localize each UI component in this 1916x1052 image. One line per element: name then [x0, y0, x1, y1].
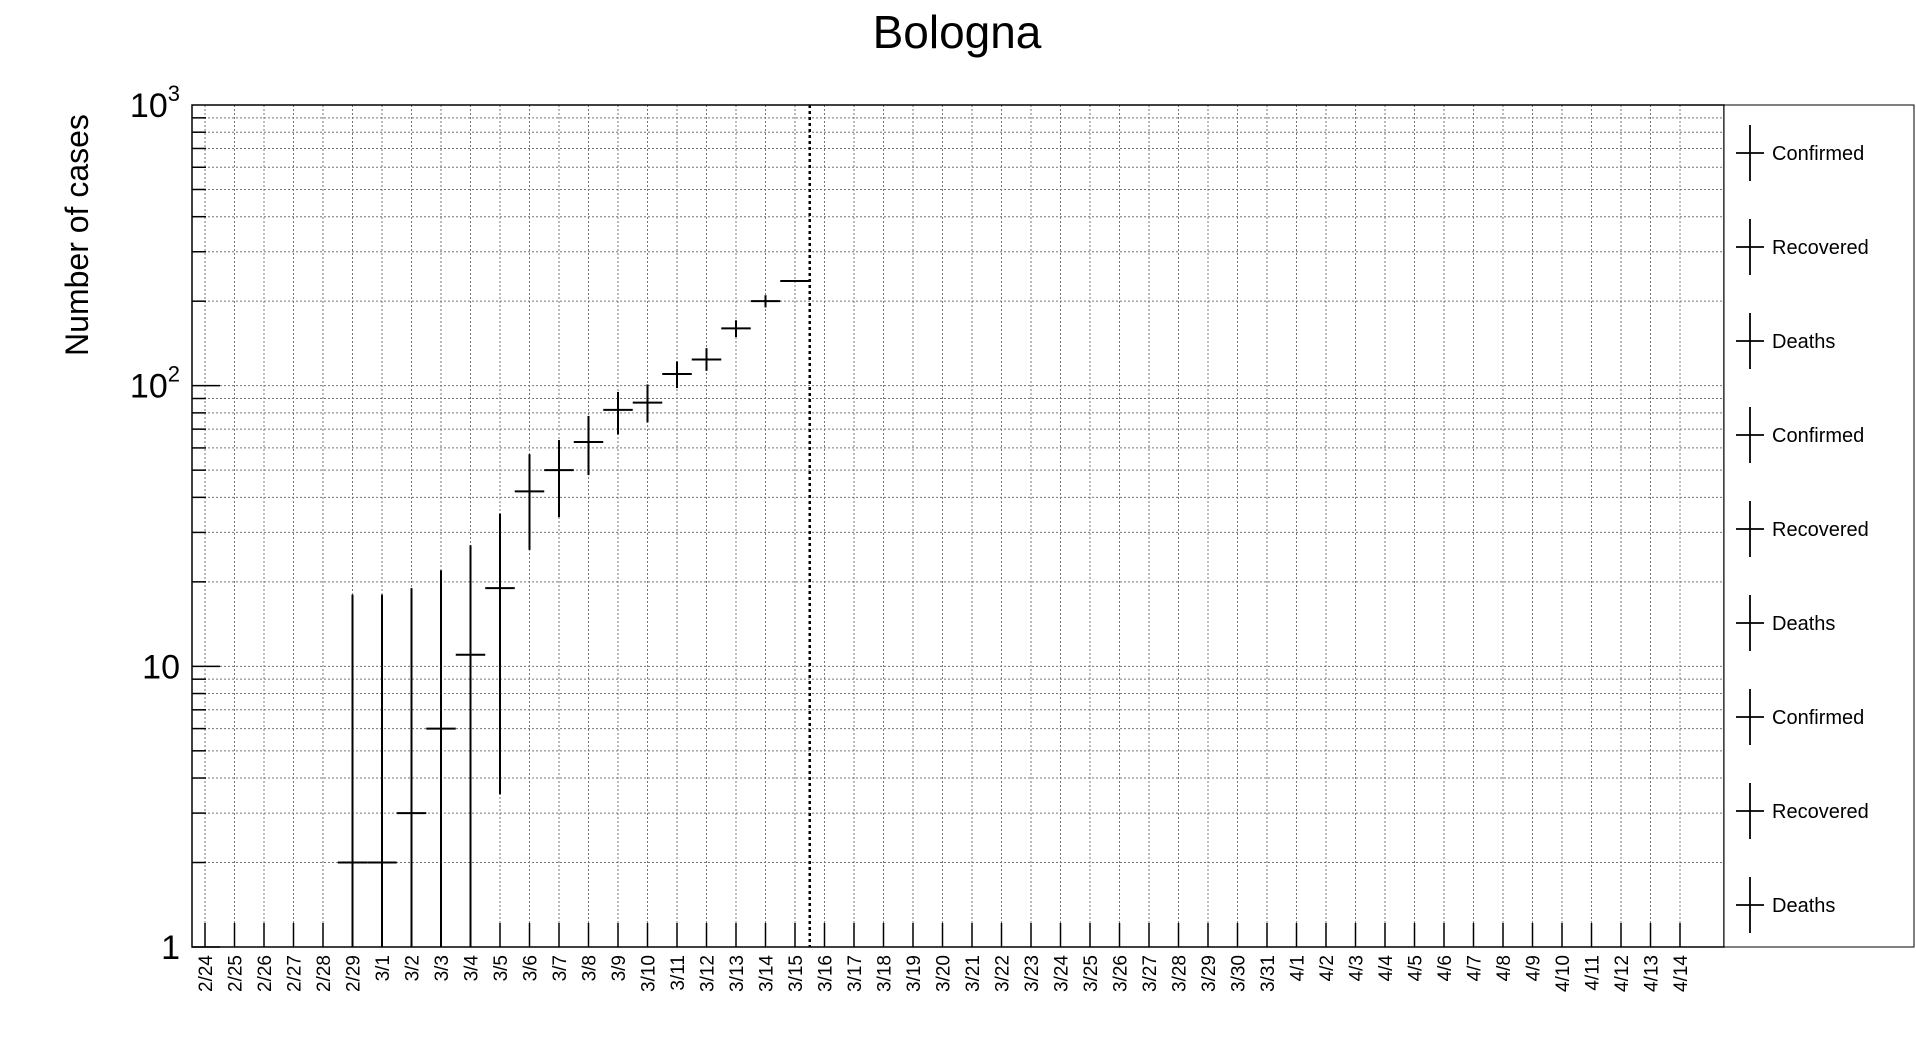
legend-label: Recovered [1772, 801, 1869, 823]
x-tick-label: 4/11 [1583, 955, 1604, 991]
x-tick-label: 3/12 [698, 955, 719, 992]
x-tick-label: 2/24 [196, 955, 217, 992]
grid [192, 104, 1724, 947]
x-tick-label: 3/17 [845, 955, 866, 992]
legend-label: Deaths [1772, 613, 1835, 635]
legend-label: Deaths [1772, 895, 1835, 917]
x-axis: 2/24 2/25 2/26 2/27 2/28 2/29 3/1 3/2 3/3 3/4 3/5 3… [196, 923, 1692, 992]
x-tick-label: 4/10 [1553, 955, 1574, 992]
x-tick-label: 4/7 [1465, 955, 1486, 981]
legend-label: Confirmed [1772, 425, 1864, 447]
x-tick-label: 3/5 [491, 955, 512, 981]
x-tick-label: 3/3 [432, 955, 453, 981]
x-tick-label: 2/25 [226, 955, 247, 992]
x-tick-label: 4/6 [1435, 955, 1456, 981]
legend-label: Deaths [1772, 331, 1835, 353]
y-tick-label: 102 [130, 362, 180, 406]
legend-label: Recovered [1772, 237, 1869, 259]
y-tick-label-base: 10 [142, 648, 180, 686]
x-tick-label: 3/9 [609, 955, 630, 981]
y-tick-label-base: 10 [130, 87, 168, 125]
x-tick-label: 3/22 [993, 955, 1014, 992]
legend-label: Confirmed [1772, 707, 1864, 729]
x-tick-label: 3/18 [875, 955, 896, 992]
x-tick-label: 4/5 [1406, 955, 1427, 981]
x-tick-label: 4/1 [1288, 955, 1309, 981]
y-tick-label: 1 [161, 929, 180, 967]
x-tick-label: 3/24 [1052, 955, 1073, 992]
x-tick-label: 3/19 [904, 955, 925, 992]
x-tick-label: 4/9 [1524, 955, 1545, 981]
legend: Confirmed Recovered Deaths Confirmed Recover… [1736, 125, 1869, 933]
x-tick-label: 3/28 [1170, 955, 1191, 992]
x-tick-label: 3/29 [1199, 955, 1220, 992]
x-tick-label: 3/14 [757, 955, 778, 992]
x-tick-label: 3/20 [934, 955, 955, 992]
data-points [337, 280, 810, 947]
x-tick-label: 4/13 [1642, 955, 1663, 992]
x-tick-label: 3/10 [639, 955, 660, 992]
y-tick-label-base: 10 [130, 368, 168, 406]
x-tick-label: 3/25 [1081, 955, 1102, 992]
x-tick-label: 4/4 [1376, 955, 1397, 982]
x-tick-label: 4/3 [1347, 955, 1368, 981]
x-tick-label: 3/8 [580, 955, 601, 981]
x-tick-label: 4/2 [1317, 955, 1338, 981]
x-tick-label: 3/13 [727, 955, 748, 992]
x-tick-label: 4/14 [1671, 955, 1692, 992]
x-tick-label: 3/27 [1140, 955, 1161, 992]
x-tick-label: 2/27 [285, 955, 306, 992]
y-tick-label-base: 1 [161, 929, 180, 967]
x-tick-label: 3/31 [1258, 955, 1279, 992]
y-tick-label: 103 [130, 81, 180, 125]
y-tick-label-exponent: 2 [168, 362, 180, 387]
y-tick-label-exponent: 3 [168, 81, 180, 106]
x-tick-label: 2/26 [255, 955, 276, 992]
x-tick-label: 3/26 [1111, 955, 1132, 992]
x-tick-label: 3/2 [403, 955, 424, 981]
plot-frame [191, 104, 1725, 948]
x-tick-label: 3/15 [786, 955, 807, 992]
chart-title: Bologna [873, 6, 1042, 58]
x-tick-label: 4/8 [1494, 955, 1515, 981]
legend-label: Recovered [1772, 519, 1869, 541]
x-tick-label: 3/4 [462, 955, 483, 982]
x-tick-label: 3/23 [1022, 955, 1043, 992]
x-tick-label: 4/12 [1612, 955, 1633, 992]
x-tick-label: 3/11 [668, 955, 689, 991]
y-axis-label: Number of cases [59, 114, 95, 356]
x-tick-label: 3/16 [816, 955, 837, 992]
y-tick-label: 10 [142, 648, 180, 686]
x-tick-label: 2/28 [314, 955, 335, 992]
x-tick-label: 3/21 [963, 955, 984, 992]
x-tick-label: 3/30 [1229, 955, 1250, 992]
legend-box [1723, 104, 1915, 948]
x-tick-label: 3/6 [521, 955, 542, 981]
x-tick-label: 3/7 [550, 955, 571, 981]
legend-label: Confirmed [1772, 143, 1864, 165]
x-tick-label: 3/1 [373, 955, 394, 981]
x-tick-label: 2/29 [344, 955, 365, 992]
